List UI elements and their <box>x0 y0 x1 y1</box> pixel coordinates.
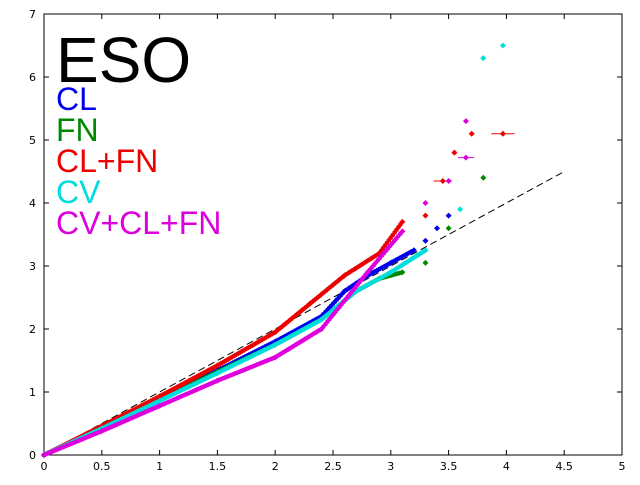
x-tick-label: 4 <box>503 460 510 473</box>
data-marker <box>387 259 394 266</box>
data-marker <box>499 130 506 137</box>
data-marker <box>214 377 221 384</box>
x-tick-label: 5 <box>619 460 626 473</box>
data-marker <box>422 237 429 244</box>
data-marker <box>214 362 221 369</box>
data-marker <box>41 452 47 458</box>
x-tick-label: 3 <box>387 460 394 473</box>
title-layer: ESO <box>56 24 191 96</box>
data-marker <box>318 316 325 323</box>
data-marker <box>468 130 475 137</box>
y-tick-label: 2 <box>29 323 36 336</box>
data-marker <box>422 247 429 254</box>
legend-entry: CL+FN <box>56 143 158 179</box>
data-marker <box>457 206 464 213</box>
x-tick-label: 3.5 <box>440 460 458 473</box>
data-marker <box>387 269 394 276</box>
data-marker <box>499 42 506 49</box>
y-tick-label: 4 <box>29 197 36 210</box>
data-marker <box>445 225 452 232</box>
x-tick-label: 4.5 <box>555 460 573 473</box>
data-marker <box>462 118 469 125</box>
data-marker <box>445 212 452 219</box>
data-marker <box>272 329 279 336</box>
series-cl-fn <box>41 130 515 458</box>
legend-entry: CL <box>56 81 97 117</box>
y-tick-label: 5 <box>29 134 36 147</box>
x-tick-label: 2 <box>272 460 279 473</box>
axis-layer: 0 0.5 1 1.5 2 2.5 3 3.5 4 4.5 5 0 1 2 3 4 5 6 7 <box>29 8 626 473</box>
x-tick-label: 1 <box>156 460 163 473</box>
x-tick-label: 0.5 <box>93 460 111 473</box>
data-marker <box>480 55 487 62</box>
y-tick-label: 7 <box>29 8 36 21</box>
y-tick-label: 6 <box>29 71 36 84</box>
x-tick-label: 1.5 <box>209 460 227 473</box>
data-marker <box>306 300 313 307</box>
data-marker <box>156 402 163 409</box>
legend-entry: CV <box>56 174 101 210</box>
data-marker <box>364 269 371 276</box>
data-marker <box>422 200 429 206</box>
series-cv-cl-fn <box>41 118 475 458</box>
series-cv <box>41 42 506 458</box>
legend-entry: CV+CL+FN <box>56 205 221 241</box>
data-marker <box>422 212 429 219</box>
data-marker <box>480 174 487 181</box>
chart-title: ESO <box>56 24 191 96</box>
series-layer <box>41 42 515 458</box>
data-marker <box>451 149 458 156</box>
data-marker <box>272 354 279 361</box>
data-marker <box>341 272 348 279</box>
data-marker <box>214 370 221 377</box>
data-marker <box>399 218 406 225</box>
data-marker <box>341 288 348 295</box>
y-tick-label: 0 <box>29 449 36 462</box>
x-tick-label: 0 <box>41 460 48 473</box>
data-marker <box>462 154 469 161</box>
data-marker <box>439 177 446 184</box>
data-marker <box>422 259 429 266</box>
data-marker <box>445 177 452 184</box>
data-marker <box>272 341 279 348</box>
legend-entry: FN <box>56 112 99 148</box>
y-tick-label: 3 <box>29 260 36 273</box>
data-marker <box>156 397 163 404</box>
x-tick-label: 2.5 <box>324 460 342 473</box>
data-marker <box>399 228 406 235</box>
y-tick-label: 1 <box>29 386 36 399</box>
data-marker <box>98 428 105 435</box>
data-marker <box>434 225 441 232</box>
data-marker <box>399 269 406 276</box>
data-marker <box>410 247 417 254</box>
data-marker <box>318 326 325 332</box>
